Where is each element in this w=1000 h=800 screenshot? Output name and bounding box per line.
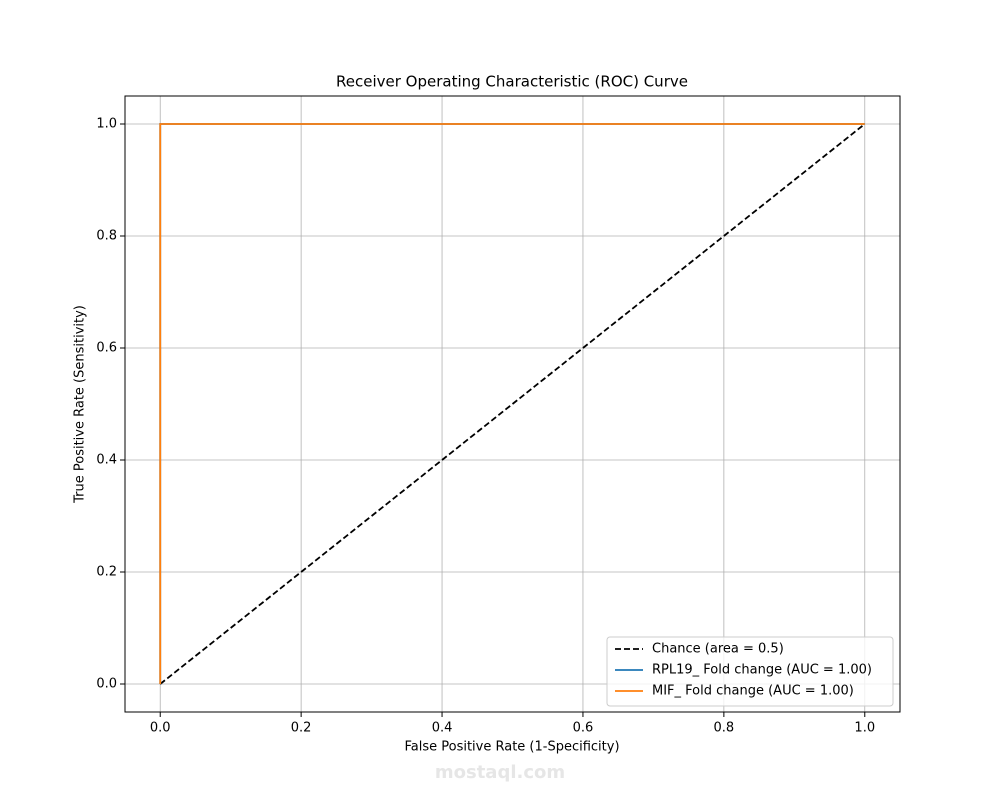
chart-title: Receiver Operating Characteristic (ROC) …	[336, 73, 688, 91]
y-tick-label: 0.0	[96, 677, 117, 692]
legend-label: RPL19_ Fold change (AUC = 1.00)	[652, 663, 872, 678]
line	[159, 123, 866, 685]
y-tick-label: 1.0	[96, 117, 117, 132]
x-tick-label: 0.8	[714, 721, 735, 736]
watermark: mostaql.com	[435, 762, 565, 783]
legend-box	[606, 636, 894, 707]
y-axis-label: True Positive Rate (Sensitivity)	[73, 305, 88, 504]
y-tick-label: 0.8	[96, 229, 117, 244]
x-tick-label: 0.4	[432, 721, 453, 736]
x-tick-label: 0.0	[150, 721, 171, 736]
legend-label: MIF_ Fold change (AUC = 1.00)	[652, 684, 854, 699]
line	[159, 123, 865, 684]
x-tick-label: 0.6	[573, 721, 594, 736]
y-tick-label: 0.6	[96, 341, 117, 356]
legend-label: Chance (area = 0.5)	[652, 642, 784, 657]
x-tick-label: 1.0	[854, 721, 875, 736]
x-axis-label: False Positive Rate (1-Specificity)	[404, 740, 619, 755]
line	[159, 123, 865, 684]
y-tick-label: 0.2	[96, 565, 117, 580]
y-tick-label: 0.4	[96, 453, 117, 468]
x-tick-label: 0.2	[291, 721, 312, 736]
axes-frame	[124, 95, 901, 713]
